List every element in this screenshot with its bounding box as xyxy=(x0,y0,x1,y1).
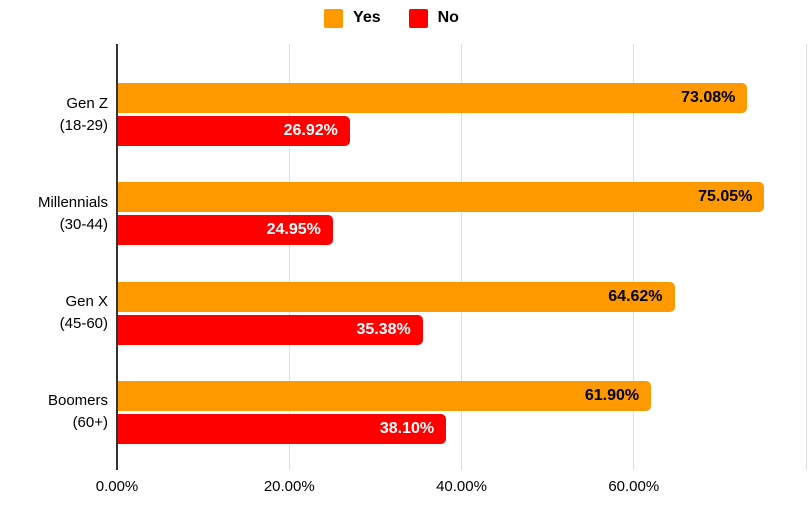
bar-no-boomers: 38.10% xyxy=(118,413,447,444)
category-name: Boomers xyxy=(47,392,108,410)
gridline xyxy=(461,44,462,470)
x-tick-label: 20.00% xyxy=(263,478,315,495)
legend-label-yes: Yes xyxy=(353,9,381,26)
gridline xyxy=(633,44,635,470)
bar-yes-gen-x: 64.62% xyxy=(118,281,675,312)
legend-item-no: No xyxy=(408,8,459,28)
x-tick-label: 40.00% xyxy=(436,478,487,495)
category-label-millennials: Millennials (30-44) xyxy=(0,192,108,236)
bar-yes-millennials: 75.05% xyxy=(118,182,765,213)
legend-label-no: No xyxy=(437,9,459,26)
category-range: (30-44) xyxy=(59,215,108,233)
category-name: Gen X xyxy=(65,293,108,311)
category-range: (18-29) xyxy=(59,116,108,134)
legend-item-yes: Yes xyxy=(324,8,381,28)
x-tick-label: 0.00% xyxy=(95,478,139,495)
category-range: (60+) xyxy=(72,414,108,432)
category-label-gen-z: Gen Z (18-29) xyxy=(0,93,108,137)
bar-no-millennials: 24.95% xyxy=(118,215,333,246)
legend-swatch-no-icon xyxy=(408,8,428,28)
bar-value-label: 24.95% xyxy=(266,221,321,239)
bar-no-gen-z: 26.92% xyxy=(118,116,350,146)
category-name: Gen Z xyxy=(66,94,108,112)
category-name: Millennials xyxy=(37,193,108,211)
bar-value-label: 64.62% xyxy=(608,287,663,305)
bar-value-label: 73.08% xyxy=(681,89,736,106)
gridline xyxy=(805,44,807,470)
category-range: (45-60) xyxy=(59,315,108,333)
gridline xyxy=(288,44,290,470)
bar-no-gen-x: 35.38% xyxy=(118,314,423,345)
legend-swatch-yes-icon xyxy=(324,8,344,28)
bar-yes-boomers: 61.90% xyxy=(118,380,652,411)
category-label-boomers: Boomers (60+) xyxy=(0,390,108,434)
x-tick-label: 60.00% xyxy=(608,478,660,495)
bar-value-label: 26.92% xyxy=(283,122,338,139)
bar-value-label: 75.05% xyxy=(698,188,753,206)
chart-legend: Yes No xyxy=(0,6,783,30)
bar-value-label: 35.38% xyxy=(356,320,411,338)
bar-yes-gen-z: 73.08% xyxy=(118,83,748,113)
bar-value-label: 38.10% xyxy=(379,419,435,437)
bar-value-label: 61.90% xyxy=(584,386,640,404)
value-axis-line xyxy=(116,44,118,470)
category-label-gen-x: Gen X (45-60) xyxy=(0,291,108,335)
